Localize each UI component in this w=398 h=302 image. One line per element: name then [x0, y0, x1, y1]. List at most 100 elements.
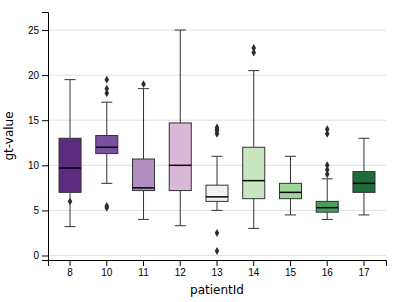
box [353, 172, 375, 193]
flier [105, 85, 110, 93]
median [133, 187, 155, 189]
tick-mark [327, 260, 328, 266]
whisker-cap [211, 210, 222, 211]
median [96, 147, 118, 149]
box-group [279, 156, 301, 215]
flier [105, 202, 110, 210]
whisker-cap [65, 79, 76, 80]
whisker [327, 212, 328, 219]
tick-label: 15 [28, 115, 40, 126]
whisker-cap [175, 225, 186, 226]
tick: 15 [285, 260, 297, 278]
tick-label: 10 [101, 267, 113, 278]
tick-mark [42, 210, 48, 211]
box [316, 201, 338, 212]
tick-label: 8 [67, 267, 73, 278]
y-axis-title: gt-value [2, 111, 16, 160]
tick-label: 16 [322, 267, 334, 278]
whisker-cap [211, 156, 222, 157]
whisker [290, 199, 291, 215]
tick: 20 [28, 70, 48, 81]
box [59, 138, 81, 192]
flier [215, 123, 220, 131]
whisker-cap [138, 88, 149, 89]
tick-label: 15 [285, 267, 297, 278]
tick-label: 14 [248, 267, 260, 278]
tick: 17 [358, 260, 370, 278]
whisker-cap [175, 30, 186, 31]
box [206, 185, 228, 201]
tick-mark [42, 120, 48, 121]
whisker-cap [248, 70, 259, 71]
tick-mark [217, 260, 218, 266]
tick-label: 10 [28, 160, 40, 171]
flier [215, 229, 220, 237]
whisker [106, 154, 107, 184]
whisker [70, 80, 71, 139]
tick: 15 [28, 115, 48, 126]
tick-label: 25 [28, 25, 40, 36]
tick: 5 [33, 205, 48, 216]
whisker-cap [248, 228, 259, 229]
y-axis: 0 5 10 15 20 25 [28, 13, 49, 262]
flier [325, 161, 330, 169]
tick-label: 17 [358, 267, 370, 278]
box [133, 159, 155, 191]
whisker-cap [358, 214, 369, 215]
whisker-cap [322, 178, 333, 179]
tick: 10 [28, 160, 48, 171]
whisker [327, 179, 328, 202]
flier [215, 247, 220, 255]
chart: 0 5 10 15 20 25 8 10 11 12 13 14 15 16 17 patientId gt-v… [0, 0, 398, 302]
whisker-cap [358, 138, 369, 139]
whisker-cap [101, 102, 112, 103]
whisker-cap [322, 219, 333, 220]
flier [251, 44, 256, 52]
whisker [253, 199, 254, 229]
tick-label: 20 [28, 70, 40, 81]
tick: 13 [211, 260, 223, 278]
tick-label: 0 [33, 250, 39, 261]
tick-mark [253, 260, 254, 266]
tick-mark [363, 260, 364, 266]
box-group [59, 80, 81, 227]
whisker [217, 201, 218, 210]
grid-line [48, 120, 386, 121]
whisker [290, 156, 291, 183]
median [353, 183, 375, 185]
median [169, 165, 191, 167]
flier [105, 76, 110, 84]
whisker [363, 138, 364, 171]
whisker [253, 71, 254, 148]
tick-mark [42, 75, 48, 76]
whisker [180, 191, 181, 226]
tick: 11 [138, 260, 149, 278]
whisker-cap [65, 226, 76, 227]
tick: 12 [175, 260, 187, 278]
whisker-cap [101, 183, 112, 184]
x-axis-title: patientId [190, 283, 244, 297]
box-group [316, 125, 338, 219]
flier [325, 125, 330, 133]
tick: 14 [248, 260, 260, 278]
box-group [96, 76, 118, 212]
boxes [59, 30, 375, 255]
box-group [206, 123, 228, 254]
tick-mark [106, 260, 107, 266]
whisker-cap [285, 156, 296, 157]
whisker [180, 30, 181, 123]
tick: 8 [67, 260, 73, 278]
whisker [143, 191, 144, 220]
whisker [217, 156, 218, 185]
box-group [353, 138, 375, 215]
tick-mark [143, 260, 144, 266]
whisker [106, 102, 107, 135]
whisker [143, 89, 144, 159]
grid-line [48, 255, 386, 256]
median [316, 207, 338, 209]
box [169, 123, 191, 191]
whisker-cap [138, 219, 149, 220]
tick-mark [42, 255, 48, 256]
grid-line [48, 30, 386, 31]
whisker [363, 192, 364, 215]
